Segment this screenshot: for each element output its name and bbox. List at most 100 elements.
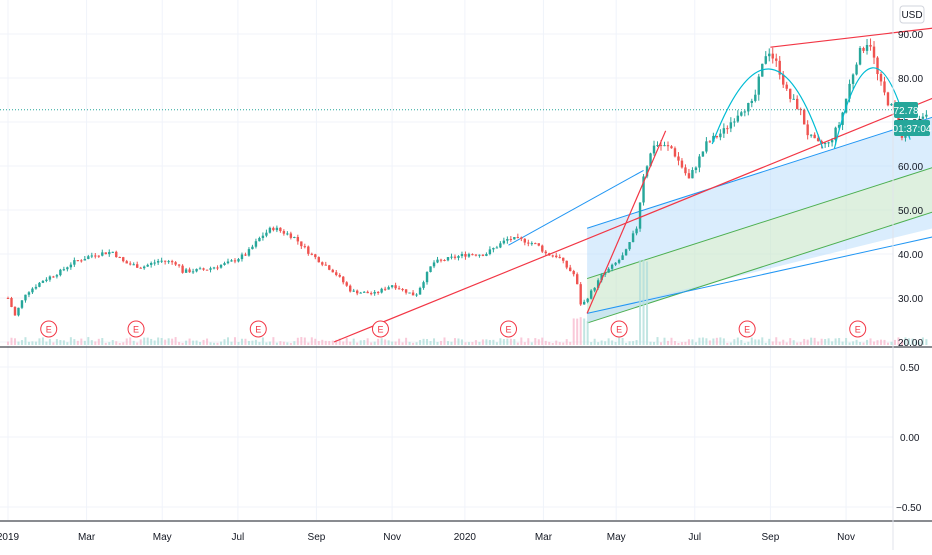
candle-body bbox=[457, 256, 460, 258]
candle-body bbox=[13, 306, 17, 316]
candle-body bbox=[572, 271, 575, 275]
candle-body bbox=[272, 227, 275, 231]
earnings-marker bbox=[249, 320, 267, 338]
volume-bar bbox=[750, 337, 753, 345]
candle-body bbox=[55, 275, 59, 277]
candle-body bbox=[596, 280, 600, 288]
candle-body bbox=[694, 167, 698, 171]
candle-body bbox=[212, 267, 216, 269]
candles[interactable] bbox=[6, 38, 928, 317]
volume-bar bbox=[230, 341, 233, 345]
volume-bar bbox=[492, 339, 495, 345]
volume-bar bbox=[164, 339, 167, 345]
candle-body bbox=[20, 300, 24, 308]
volume-bar bbox=[104, 342, 107, 345]
candle-body bbox=[383, 288, 387, 290]
volume-bar bbox=[377, 338, 380, 345]
candle-body bbox=[282, 231, 286, 234]
candle-body bbox=[251, 246, 254, 250]
volume-bar bbox=[258, 342, 261, 345]
candle-body bbox=[198, 268, 202, 270]
volume-bar bbox=[279, 341, 282, 345]
time-scale[interactable]: 2019 Mar May Jul Sep Nov 2020 Mar May Jul Sep Nov bbox=[0, 532, 855, 543]
volume-bar bbox=[206, 338, 209, 345]
volume-bar bbox=[534, 338, 537, 345]
candle-body bbox=[226, 261, 230, 264]
candle-body bbox=[45, 279, 48, 281]
volume-bar bbox=[904, 337, 907, 345]
volume-bar bbox=[101, 338, 104, 345]
volume-bar bbox=[614, 341, 617, 345]
volume-bar bbox=[345, 337, 348, 345]
candle-body bbox=[170, 261, 174, 263]
candle-body bbox=[785, 84, 788, 89]
trend-line bbox=[333, 97, 932, 343]
volume-bar bbox=[300, 337, 303, 345]
volume-bar bbox=[869, 338, 872, 345]
volume-bar bbox=[429, 341, 432, 345]
volume-bar bbox=[261, 337, 264, 345]
volume-bar bbox=[646, 261, 649, 345]
grid-lines bbox=[0, 0, 893, 520]
candle-body bbox=[390, 285, 394, 288]
volume-bar bbox=[296, 337, 299, 345]
earnings-marker-label: E bbox=[133, 325, 139, 335]
candle-body bbox=[373, 291, 376, 294]
volume-bar bbox=[733, 339, 736, 345]
volume-bar bbox=[719, 337, 722, 345]
candle-body bbox=[436, 259, 439, 263]
candle-body bbox=[139, 267, 142, 269]
candle-body bbox=[827, 142, 830, 144]
volume-bar bbox=[775, 337, 778, 345]
volume-bar bbox=[199, 342, 202, 345]
volume-bar bbox=[886, 342, 889, 345]
volume-bar bbox=[373, 341, 376, 345]
volume-bar bbox=[656, 337, 659, 345]
candle-body bbox=[401, 289, 404, 291]
volume-bar bbox=[684, 341, 687, 345]
candle-body bbox=[562, 257, 565, 261]
candle-body bbox=[551, 255, 554, 257]
candle-body bbox=[90, 255, 94, 257]
volume-bar bbox=[398, 338, 401, 345]
volume-bar bbox=[59, 340, 62, 345]
candle-body bbox=[837, 124, 841, 128]
candle-body bbox=[506, 239, 509, 241]
lower-tick-label: 0.50 bbox=[900, 363, 920, 374]
volume-bar bbox=[289, 342, 292, 345]
x-tick-label: Sep bbox=[762, 532, 780, 543]
y-tick-label: 20.00 bbox=[898, 338, 923, 349]
pitchfork-bands[interactable] bbox=[508, 115, 932, 324]
volume-bar bbox=[160, 338, 163, 345]
volume-bar bbox=[478, 341, 481, 345]
candle-body bbox=[247, 249, 251, 256]
candle-body bbox=[244, 254, 247, 256]
candle-body bbox=[820, 141, 823, 144]
volume-bar bbox=[97, 338, 100, 345]
lower-pane-scale[interactable]: 0.50 0.00 −0.50 bbox=[896, 363, 922, 514]
candle-body bbox=[149, 263, 153, 265]
volume-bar bbox=[450, 341, 453, 345]
channel-lower-edge bbox=[586, 236, 932, 314]
currency-badge[interactable]: USD bbox=[899, 5, 925, 24]
volume-bar bbox=[736, 337, 739, 345]
volume-bar bbox=[880, 339, 882, 345]
volume-bar bbox=[10, 337, 13, 345]
candle-body bbox=[446, 257, 450, 261]
volume-bar bbox=[537, 339, 540, 345]
candle-body bbox=[223, 263, 226, 265]
volume-bar bbox=[167, 338, 170, 345]
volume-bar bbox=[845, 338, 848, 345]
candle-body bbox=[31, 288, 34, 293]
candle-body bbox=[677, 156, 680, 161]
candle-body bbox=[663, 145, 666, 147]
candle-body bbox=[153, 262, 156, 264]
currency-label: USD bbox=[901, 10, 922, 21]
volume-bar bbox=[914, 340, 917, 345]
candle-body bbox=[789, 88, 792, 99]
candle-body bbox=[848, 83, 851, 99]
